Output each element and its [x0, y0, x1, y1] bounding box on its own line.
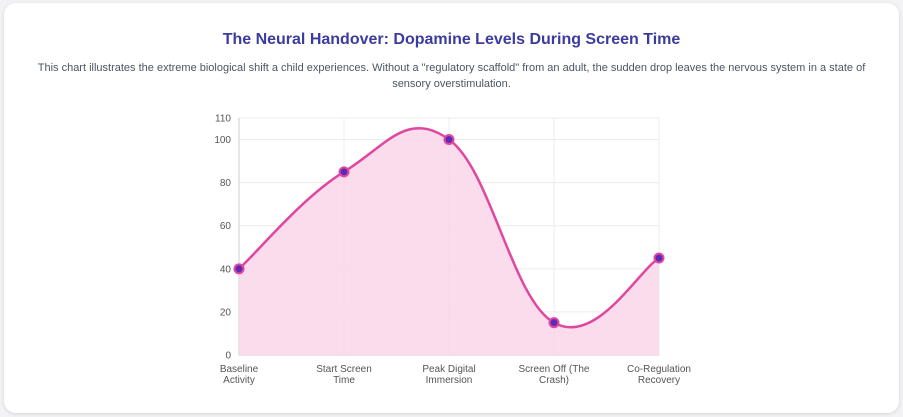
chart-title: The Neural Handover: Dopamine Levels Dur… [222, 31, 681, 48]
y-tick-label: 80 [220, 178, 232, 189]
x-tick-label: Peak Digital Immersion [422, 364, 475, 386]
y-tick-label: 20 [220, 307, 232, 318]
y-tick-label: 0 [225, 351, 231, 362]
data-point [653, 252, 665, 264]
chart-subtitle: This chart illustrates the extreme biolo… [37, 62, 866, 90]
data-point [233, 263, 245, 275]
data-point [443, 134, 455, 146]
series-line [238, 126, 660, 329]
y-tick-label: 110 [215, 114, 231, 125]
data-point [338, 166, 350, 178]
x-tick-label: Co-Regulation Recovery [627, 364, 691, 386]
y-tick-label: 100 [214, 135, 231, 146]
x-tick-label: Start Screen Time [316, 364, 372, 386]
data-point [548, 317, 560, 329]
y-tick-label: 40 [220, 264, 232, 275]
x-tick-label: Baseline Activity [220, 364, 259, 386]
series-area-fill [239, 128, 659, 355]
y-tick-label: 60 [220, 221, 232, 232]
x-tick-label: Screen Off (The Crash) [519, 364, 590, 386]
